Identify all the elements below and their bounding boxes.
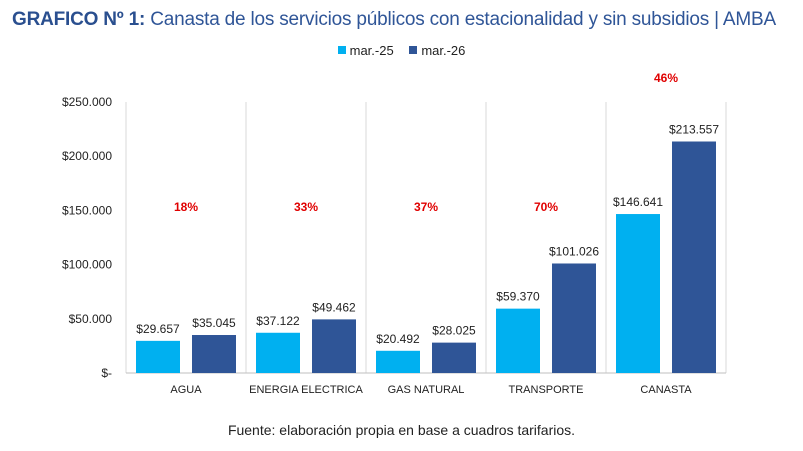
legend-swatch [337, 46, 346, 54]
growth-annotation: 18% [174, 200, 198, 214]
data-label: $35.045 [192, 316, 236, 330]
bar-mar.-26 [192, 335, 236, 373]
data-label: $213.557 [669, 123, 719, 137]
y-tick-label: $100.000 [62, 258, 112, 272]
y-tick-label: $- [101, 366, 112, 380]
bar-mar.-25 [496, 308, 540, 373]
bar-mar.-26 [672, 141, 716, 373]
data-label: $146.641 [613, 195, 663, 209]
data-label: $29.657 [136, 322, 180, 336]
data-label: $20.492 [376, 332, 420, 346]
x-tick-label: AGUA [170, 384, 202, 396]
growth-annotation: 37% [414, 200, 438, 214]
bar-mar.-25 [616, 214, 660, 373]
y-tick-label: $250.000 [62, 95, 112, 109]
data-label: $59.370 [496, 290, 540, 304]
y-tick-label: $50.000 [69, 312, 113, 326]
legend-label: mar.-25 [349, 42, 394, 58]
data-label: $37.122 [256, 314, 300, 328]
legend-item-mar25: mar.-25 [337, 42, 394, 58]
bar-mar.-25 [136, 340, 180, 373]
data-label: $101.026 [549, 244, 599, 258]
y-tick-label: $150.000 [62, 203, 112, 217]
data-label: $49.462 [312, 300, 356, 314]
legend: mar.-25 mar.-26 [0, 42, 803, 58]
title-prefix: GRAFICO Nº 1: [12, 9, 146, 30]
bar-mar.-26 [552, 263, 596, 373]
growth-annotation: 46% [654, 71, 678, 85]
y-tick-label: $200.000 [62, 149, 112, 163]
source-note: Fuente: elaboración propia en base a cua… [227, 422, 576, 438]
x-tick-label: GAS NATURAL [388, 384, 465, 396]
x-tick-label: ENERGIA ELECTRICA [249, 384, 363, 396]
x-tick-label: TRANSPORTE [509, 384, 584, 396]
title-text: Canasta de los servicios públicos con es… [150, 9, 776, 30]
chart-title: GRAFICO Nº 1: Canasta de los servicios p… [12, 9, 776, 31]
legend-item-mar26: mar.-26 [409, 43, 465, 58]
bar-mar.-25 [256, 332, 300, 373]
growth-annotation: 33% [294, 200, 318, 214]
x-tick-label: CANASTA [640, 384, 692, 396]
bar-mar.-25 [376, 350, 420, 373]
data-label: $28.025 [432, 324, 476, 338]
bar-mar.-26 [312, 319, 356, 373]
bar-mar.-26 [432, 342, 476, 373]
growth-annotation: 70% [534, 200, 558, 214]
legend-swatch [409, 46, 418, 54]
legend-label: mar.-26 [421, 42, 466, 58]
